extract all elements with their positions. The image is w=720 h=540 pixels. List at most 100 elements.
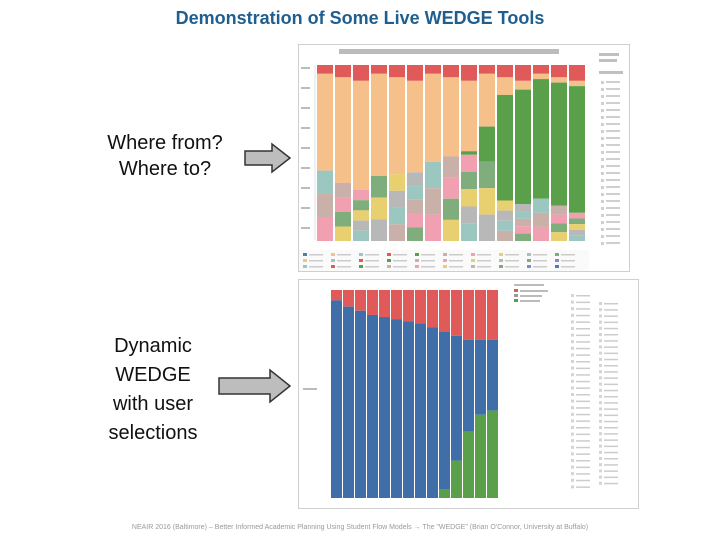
legend-label [477,254,491,256]
bar-segment [353,65,369,81]
checkbox [599,320,602,324]
bar-segment [515,218,531,227]
bar-segment [353,220,369,231]
legend-swatch [443,265,447,268]
legend-swatch [471,259,475,262]
bar-segment [497,77,513,95]
legend-swatch [601,172,604,175]
bar-segment [515,204,531,212]
bar-segment [569,212,585,219]
legend-label [449,266,463,268]
bar-segment [569,65,585,81]
checkbox-label [604,420,618,423]
checkbox [571,333,574,337]
legend-swatch [601,200,604,203]
bar-segment [497,220,513,231]
bar-segment [367,290,378,315]
checkbox [599,401,602,405]
checkbox [571,432,574,436]
right-arrow-icon [244,142,292,174]
legend-swatch [555,259,559,262]
legend-label [606,151,620,153]
bar-segment [479,188,495,215]
legend-swatch [601,235,604,238]
bar-segment [403,290,414,322]
bar-segment [391,319,402,498]
checkbox-label [576,446,590,449]
legend-swatch [601,102,604,105]
legend-label [606,95,620,97]
checkbox [571,360,574,363]
legend-swatch [555,265,559,268]
bar-segment [515,226,531,234]
checkbox [571,452,574,456]
checkbox-label [604,340,618,342]
legend-label [337,266,351,268]
checkbox [571,320,574,324]
bar-segment [533,65,549,74]
selections-text: selections [108,422,198,444]
checkbox-label [604,439,618,441]
legend-label [561,260,575,262]
checkbox [571,485,574,489]
checkbox-label [604,321,618,324]
legend-label [449,254,463,256]
bar-segment [479,73,495,127]
bar-segment [461,189,477,207]
legend-label [561,266,575,268]
checkbox-label [576,334,590,337]
checkbox-label [604,346,618,348]
where-label: Where from? Where to? [90,130,240,182]
legend-label [606,123,620,125]
legend-label [533,266,547,268]
bar-segment [487,410,498,498]
bar-segment [497,200,513,211]
bar-segment [479,65,495,74]
legend-swatch [359,253,363,256]
bar-segment [515,65,531,81]
legend-label [606,242,620,244]
bar-segment [533,212,549,227]
legend-swatch [527,253,531,256]
legend-label [606,235,620,237]
bar-segment [379,317,390,498]
bar-segment [425,73,441,162]
checkbox [599,413,602,417]
legend-swatch [601,207,604,210]
legend-label [309,254,323,256]
legend-swatch [499,253,503,256]
legend-swatch [601,123,604,126]
bar-segment [371,73,387,176]
legend-label [533,254,547,256]
legend-label [606,221,620,223]
where-to-text: Where to? [118,158,212,180]
checkbox-label [604,377,618,379]
checkbox-label [576,341,590,343]
legend-swatch [601,116,604,119]
bar-segment [461,223,477,241]
checkbox-label [604,383,618,386]
bar-segment [343,290,354,307]
bar-segment [415,323,426,498]
legend-swatch [359,259,363,262]
checkbox [599,444,602,448]
checkbox [571,472,574,476]
checkbox [571,439,574,443]
bar-segment [479,161,495,189]
bar-segment [355,310,366,498]
checkbox [599,450,602,454]
bar-segment [443,156,459,178]
bar-segment [439,489,450,498]
bar-segment [569,80,585,87]
legend-swatch [555,253,559,256]
bar-segment [569,218,585,225]
legend-label [309,260,323,262]
checkbox-label [604,445,618,448]
checkbox-label [576,433,590,436]
checkbox-label [604,476,618,479]
checkbox-label [604,408,618,410]
checkbox [571,406,574,410]
bar-segment [353,80,369,190]
checkbox-label [576,374,590,376]
checkbox-label [604,389,618,392]
